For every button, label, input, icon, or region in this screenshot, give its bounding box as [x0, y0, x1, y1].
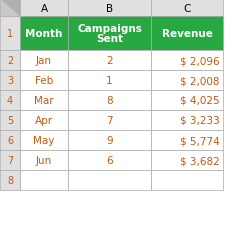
Bar: [0, 0, 20, 17]
Bar: [68, 150, 150, 170]
Text: 6: 6: [106, 155, 112, 165]
Text: 1: 1: [106, 76, 112, 86]
Text: 2: 2: [7, 56, 13, 66]
Text: A: A: [40, 3, 47, 14]
Bar: [68, 130, 150, 150]
Text: Mar: Mar: [34, 96, 54, 106]
Bar: [20, 17, 68, 51]
Bar: [150, 17, 222, 51]
Bar: [68, 17, 150, 51]
Text: $ 2,096: $ 2,096: [180, 56, 219, 66]
Bar: [20, 51, 68, 71]
Text: 7: 7: [7, 155, 13, 165]
Text: May: May: [33, 135, 54, 145]
Bar: [68, 51, 150, 71]
Bar: [68, 110, 150, 130]
Bar: [20, 130, 68, 150]
Text: 9: 9: [106, 135, 112, 145]
Bar: [20, 91, 68, 110]
Bar: [150, 150, 222, 170]
Text: 6: 6: [7, 135, 13, 145]
Bar: [20, 150, 68, 170]
Text: 4: 4: [7, 96, 13, 106]
Bar: [0, 110, 20, 130]
Text: 2: 2: [106, 56, 112, 66]
Text: C: C: [183, 3, 190, 14]
Text: Apr: Apr: [35, 115, 53, 126]
Text: B: B: [106, 3, 113, 14]
Bar: [20, 110, 68, 130]
Bar: [68, 0, 150, 17]
Bar: [20, 71, 68, 91]
Bar: [150, 91, 222, 110]
Bar: [150, 110, 222, 130]
Bar: [150, 170, 222, 190]
Text: Month: Month: [25, 29, 62, 39]
Text: 5: 5: [7, 115, 13, 126]
Bar: [150, 51, 222, 71]
Bar: [20, 170, 68, 190]
Text: Feb: Feb: [35, 76, 53, 86]
Bar: [150, 0, 222, 17]
Text: $ 3,682: $ 3,682: [179, 155, 219, 165]
Text: Jan: Jan: [36, 56, 52, 66]
Bar: [0, 170, 20, 190]
Text: Campaigns
Sent: Campaigns Sent: [77, 23, 141, 44]
Bar: [0, 130, 20, 150]
Bar: [150, 71, 222, 91]
Bar: [0, 17, 20, 51]
Text: 3: 3: [7, 76, 13, 86]
Text: 7: 7: [106, 115, 112, 126]
Text: 1: 1: [7, 29, 13, 39]
Bar: [0, 71, 20, 91]
Bar: [68, 170, 150, 190]
Text: Revenue: Revenue: [161, 29, 212, 39]
Text: $ 5,774: $ 5,774: [179, 135, 219, 145]
Text: Jun: Jun: [36, 155, 52, 165]
Text: $ 3,233: $ 3,233: [179, 115, 219, 126]
Bar: [150, 130, 222, 150]
Text: 8: 8: [7, 175, 13, 185]
Bar: [0, 51, 20, 71]
Text: $ 2,008: $ 2,008: [180, 76, 219, 86]
Bar: [0, 91, 20, 110]
Bar: [0, 150, 20, 170]
Polygon shape: [0, 0, 20, 17]
Bar: [20, 0, 68, 17]
Bar: [68, 71, 150, 91]
Bar: [68, 91, 150, 110]
Text: $ 4,025: $ 4,025: [180, 96, 219, 106]
Text: 8: 8: [106, 96, 112, 106]
